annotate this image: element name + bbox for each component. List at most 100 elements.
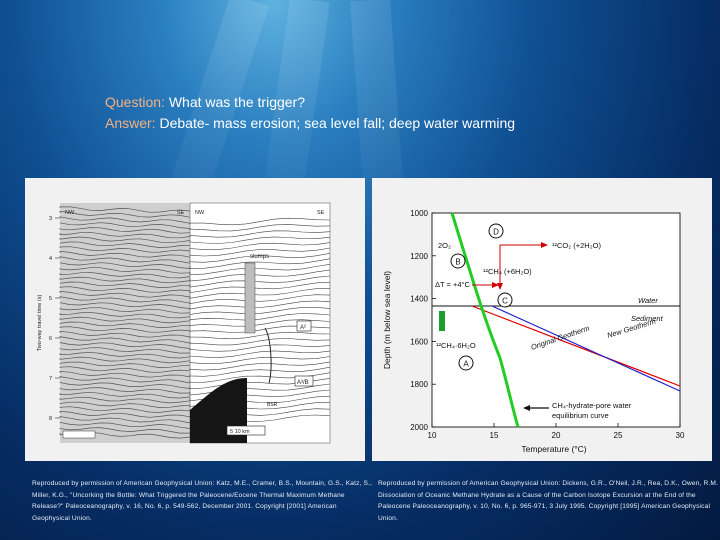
seismic-reflector <box>59 267 191 274</box>
text-ch4-hydrate: ¹²CH₄·6H₂O <box>436 341 476 350</box>
x-ticks: 10 15 20 25 30 <box>428 423 685 440</box>
question-text: What was the trigger? <box>168 94 305 110</box>
seismic-reflector <box>59 307 191 314</box>
hydrate-figure-panel: 1000 1200 1400 1600 1800 2000 10 15 20 25 30 Dept… <box>372 178 712 461</box>
seismic-reflector <box>59 222 191 229</box>
y-tick-label: 8 <box>49 416 52 422</box>
seismic-reflector <box>59 401 191 408</box>
interpreted-reflector <box>189 224 331 232</box>
seismic-reflector <box>59 262 191 269</box>
seismic-reflector <box>59 291 191 298</box>
interpreted-reflector <box>189 356 331 365</box>
plot-area <box>431 212 681 428</box>
seismic-reflector <box>59 421 191 429</box>
interpreted-reflector <box>189 242 331 250</box>
seismic-reflector <box>59 342 191 349</box>
seismic-reflector <box>59 336 191 344</box>
question-line: Question: What was the trigger? <box>105 94 305 110</box>
seismic-reflector <box>59 206 191 213</box>
new-geotherm-line <box>471 305 681 387</box>
seismic-reflector <box>59 211 191 218</box>
label-b: B <box>455 258 460 267</box>
hydrate-chart: 1000 1200 1400 1600 1800 2000 10 15 20 25 30 Dept… <box>372 178 712 461</box>
question-label: Question: <box>105 94 165 110</box>
arrow-head-dt <box>492 282 499 288</box>
interpreted-reflector <box>189 217 331 226</box>
arrow-head-curve <box>523 405 530 411</box>
label-nw-left: NW <box>65 210 75 216</box>
seismic-reflector <box>59 256 191 264</box>
seismic-reflector <box>59 236 191 244</box>
answer-line: Answer: Debate- mass erosion; sea level … <box>105 115 515 131</box>
seismic-reflector <box>59 396 191 404</box>
interpreted-reflector <box>189 331 331 340</box>
y-tick-label: 1400 <box>410 295 428 304</box>
text-delta-t: ΔT = +4°C <box>435 280 471 289</box>
seismic-reflector <box>59 326 191 333</box>
credit-left: Reproduced by permission of American Geo… <box>32 480 373 522</box>
label-b: A³/B <box>297 380 309 386</box>
y-ticks: 1000 1200 1400 1600 1800 2000 <box>410 209 436 432</box>
slump-column <box>244 262 256 334</box>
interpreted-reflector <box>189 247 331 257</box>
seismic-reflector <box>59 361 191 368</box>
interpreted-reflector <box>189 344 331 352</box>
seismic-reflector <box>59 366 191 373</box>
x-axis-label: Temperature (°C) <box>521 444 586 454</box>
label-se-left: SE <box>177 210 185 216</box>
label-slumps: slumps <box>250 254 269 260</box>
answer-text: Debate- mass erosion; sea level fall; de… <box>159 115 516 131</box>
x-tick-label: 15 <box>490 431 499 440</box>
marker-b <box>450 253 466 269</box>
seismic-reflector <box>59 276 191 284</box>
hydrate-box <box>439 311 445 331</box>
y-tick-label: 1600 <box>410 337 428 346</box>
seismic-reflector <box>59 376 191 384</box>
marker-a <box>458 355 474 371</box>
interpreted-reflector <box>189 389 331 402</box>
seismic-reflector <box>59 356 191 364</box>
label-a: A <box>463 360 469 369</box>
seismic-reflector <box>59 406 191 413</box>
y-tick-label: 1800 <box>410 380 428 389</box>
seismic-figure-panel: NW SE NW SE slumps A² A³/B BSR 5 10 km T… <box>25 178 365 461</box>
y-ticks: 3 4 5 6 7 8 <box>49 216 60 422</box>
seismic-reflectors <box>59 206 191 439</box>
y-axis-label: Depth (m below sea level) <box>382 271 392 369</box>
y-tick-label: 5 <box>49 296 52 302</box>
label-se-right: SE <box>317 210 325 216</box>
text-curve-line1: CH₄-hydrate-pore water <box>552 401 632 410</box>
interpreted-reflector <box>189 383 331 396</box>
label-d: D <box>493 228 499 237</box>
label-sediment: Sediment <box>631 314 664 323</box>
arrow-head-right <box>541 242 548 248</box>
seismic-reflector <box>59 387 191 394</box>
x-tick-label: 10 <box>428 431 437 440</box>
seismic-reflector <box>59 427 190 434</box>
y-tick-label: 1000 <box>410 209 428 218</box>
interpreted-reflector <box>189 253 331 263</box>
label-c: BSR <box>267 402 278 408</box>
x-tick-label: 25 <box>614 431 623 440</box>
seismic-reflector <box>59 416 191 424</box>
text-ch4: ¹²CH₄ (+6H₂O) <box>483 267 532 276</box>
seismic-reflector <box>59 251 191 258</box>
marker-c <box>497 292 513 308</box>
y-tick-label: 2000 <box>410 423 428 432</box>
seismic-reflector <box>59 296 191 304</box>
interpreted-reflector <box>189 366 331 377</box>
text-co2: ¹²CO₂ (+2H₂O) <box>552 241 601 250</box>
y-tick-label: 7 <box>49 376 52 382</box>
scale-bar <box>226 425 266 436</box>
y-tick-label: 1200 <box>410 252 428 261</box>
seismic-reflector <box>59 281 191 288</box>
seismic-reflector <box>59 302 191 309</box>
seismic-reflector <box>59 371 191 378</box>
original-geotherm-line <box>491 305 681 392</box>
seismic-reflector <box>59 246 191 253</box>
label-a: A² <box>300 325 306 331</box>
seismic-reflector <box>59 391 191 399</box>
interpreted-reflector <box>189 230 331 238</box>
y-tick-label: 3 <box>49 216 52 222</box>
interpreted-reflector <box>189 258 331 269</box>
